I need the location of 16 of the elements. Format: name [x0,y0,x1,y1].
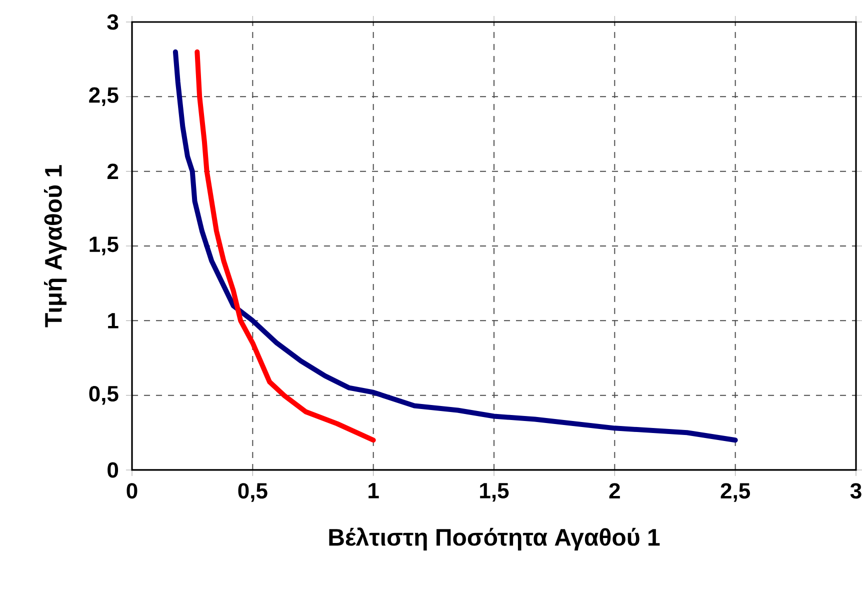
y-tick-label: 1 [108,313,118,328]
y-tick-label: 3 [107,14,118,30]
y-axis-title: Τιμή Αγαθού 1 [44,165,67,328]
y-tick-label: 2 [107,164,118,180]
y-tick-label: 1,5 [90,236,118,256]
x-tick-label: 3 [850,483,862,499]
x-tick-label: 2 [609,483,620,498]
x-tick-label: 0 [126,483,138,499]
y-tick-label: 2,5 [89,87,118,106]
x-tick-label: 1 [368,483,379,498]
x-axis-title: Βέλτιστη Ποσότητα Αγαθού 1 [329,528,660,551]
x-tick-label: 2,5 [720,483,750,502]
y-tick-label: 0 [108,462,118,478]
y-tick-label: 0,5 [89,386,118,405]
x-tick-label: 1,5 [480,483,509,502]
x-tick-label: 0,5 [238,483,268,502]
